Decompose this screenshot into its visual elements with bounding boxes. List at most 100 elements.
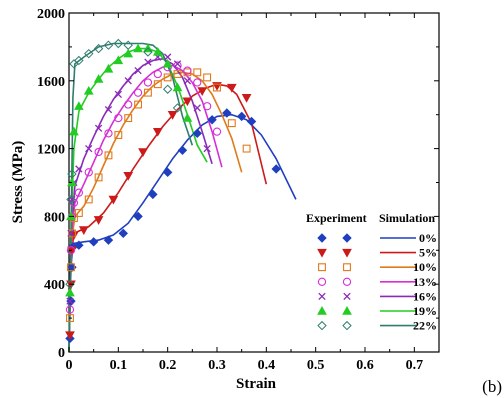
experiment-point-5 (182, 113, 193, 122)
experiment-point-1 (93, 216, 104, 225)
x-tick-label: 0.7 (406, 358, 424, 373)
experiment-point-6 (69, 59, 79, 69)
experiment-point-6 (84, 48, 94, 59)
simulation-curve-2 (68, 71, 243, 353)
experiment-point-5 (69, 126, 79, 136)
experiment-point-6 (172, 103, 183, 113)
experiment-point-6 (67, 169, 77, 179)
experiment-point-2 (74, 209, 83, 217)
x-tick-label: 0.4 (258, 358, 276, 373)
experiment-point-3 (66, 246, 76, 255)
experiment-point-2 (66, 314, 74, 323)
experiment-point-5 (65, 287, 75, 297)
experiment-point-4 (114, 90, 122, 99)
legend-marker-b-1 (342, 248, 352, 258)
legend-label-6: 22% (413, 319, 437, 333)
experiment-point-1 (167, 111, 178, 120)
experiment-point-0 (177, 145, 188, 156)
legend-rows: 0%5%10%13%16%19%22% (317, 231, 437, 333)
x-tick-label: 0.1 (110, 358, 128, 373)
experiment-point-2 (94, 173, 103, 182)
experiment-point-2 (114, 131, 123, 139)
experiment-point-4 (134, 66, 142, 75)
experiment-point-2 (67, 263, 75, 272)
experiment-point-4 (94, 124, 103, 132)
experiment-point-1 (197, 87, 208, 96)
legend-label-2: 10% (413, 260, 437, 274)
experiment-point-2 (203, 73, 212, 82)
experiment-point-6 (123, 40, 133, 50)
legend-marker-a-2 (318, 263, 326, 272)
experiment-point-4 (66, 297, 74, 305)
experiment-point-6 (93, 43, 104, 54)
legend-marker-b-3 (342, 277, 352, 286)
experiment-point-5 (74, 101, 84, 110)
experiment-point-3 (143, 78, 153, 87)
experiment-point-3 (104, 129, 113, 138)
experiment-point-3 (212, 127, 222, 136)
experiment-point-4 (124, 77, 132, 85)
experiment-point-2 (173, 70, 182, 78)
experiment-point-5 (152, 46, 163, 56)
experiment-point-3 (65, 305, 75, 314)
experiment-point-6 (66, 194, 76, 205)
y-axis-ticks: 0 400 800 1200 1600 2000 (37, 7, 439, 361)
experiment-point-5 (172, 82, 183, 92)
experiment-point-4 (68, 195, 76, 204)
legend-label-4: 16% (413, 289, 437, 303)
panel-label: (b) (482, 377, 502, 396)
x-axis-ticks: 0 0.1 0.2 0.3 0.4 0.5 0.6 0.7 (66, 13, 424, 373)
legend: Experiment Simulation 0%5%10%13%16%19%22… (306, 211, 437, 333)
experiment-point-2 (193, 68, 202, 77)
legend-label-1: 5% (419, 246, 437, 260)
y-tick-label: 1200 (37, 143, 65, 158)
experiment-point-5 (93, 74, 104, 83)
simulation-curve-6 (68, 42, 194, 353)
experiment-point-4 (164, 53, 172, 61)
y-tick-label: 0 (58, 346, 65, 361)
experiment-point-0 (103, 235, 114, 245)
legend-marker-a-4 (318, 292, 326, 301)
y-tick-label: 2000 (37, 7, 65, 22)
legend-marker-b-0 (342, 233, 352, 243)
x-tick-label: 0.6 (356, 358, 374, 373)
experiment-point-6 (143, 47, 153, 57)
experiment-point-4 (75, 165, 83, 173)
experiment-point-0 (192, 128, 202, 139)
experiment-point-2 (84, 195, 93, 204)
experiment-point-1 (226, 83, 237, 93)
experiment-point-6 (162, 84, 173, 94)
experiment-point-5 (133, 43, 143, 53)
experiment-point-3 (183, 66, 192, 75)
experiment-point-2 (143, 88, 152, 97)
experiment-point-2 (163, 73, 172, 82)
legend-marker-a-3 (317, 277, 327, 286)
experiment-point-0 (66, 296, 76, 306)
simulation-curves (68, 42, 297, 353)
experiment-point-6 (74, 55, 84, 66)
experiment-point-1 (65, 331, 75, 341)
experiment-point-3 (124, 100, 133, 109)
experiment-point-5 (103, 63, 114, 73)
y-tick-label: 1600 (37, 75, 65, 90)
experiment-point-4 (183, 77, 192, 85)
experiment-markers (65, 38, 281, 344)
y-axis-title: Stress (MPa) (10, 141, 26, 224)
experiment-point-0 (74, 240, 84, 250)
experiment-point-2 (227, 119, 236, 128)
experiment-point-0 (148, 189, 158, 200)
experiment-point-4 (193, 104, 201, 112)
experiment-point-1 (241, 94, 252, 103)
x-tick-label: 0 (66, 358, 73, 373)
legend-simulation-header: Simulation (379, 211, 435, 225)
experiment-point-3 (173, 61, 182, 70)
experiment-point-5 (123, 48, 134, 58)
x-tick-label: 0.2 (159, 358, 177, 373)
experiment-point-0 (118, 228, 128, 239)
experiment-point-1 (152, 127, 163, 137)
experiment-point-0 (88, 237, 99, 247)
experiment-point-1 (182, 97, 193, 107)
simulation-curve-3 (68, 64, 223, 353)
experiment-point-2 (124, 114, 133, 123)
